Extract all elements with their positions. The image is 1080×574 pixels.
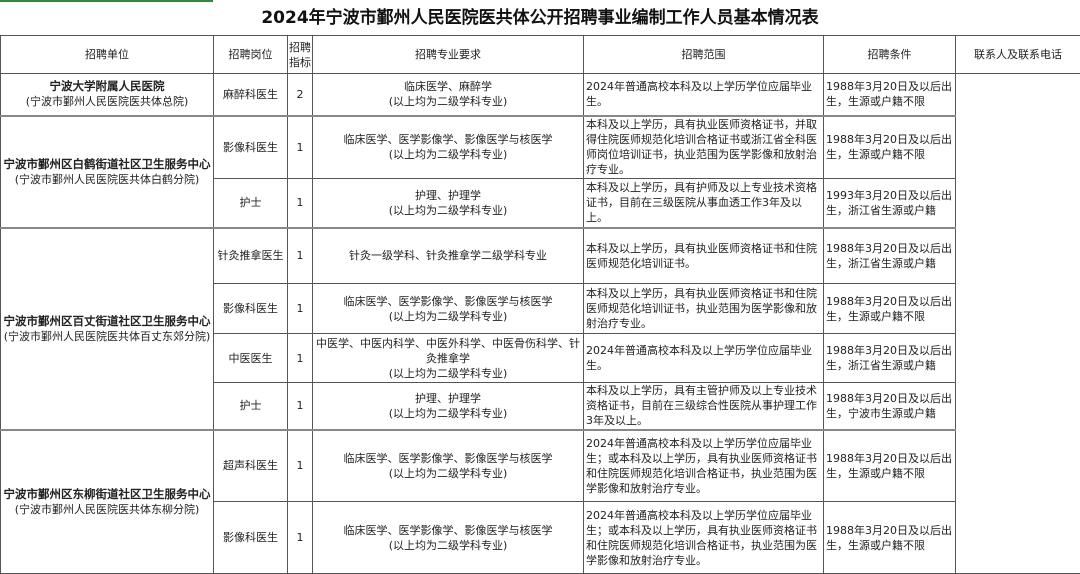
header-scope: 招聘范围 <box>584 36 824 74</box>
major-cell: 临床医学、医学影像学、影像医学与核医学(以上均为二级学科专业) <box>313 430 584 502</box>
major-cell: 护理、护理学(以上均为二级学科专业) <box>313 179 584 228</box>
scope-cell: 本科及以上学历，具有执业医师资格证书和住院医师规范化培训证书，执业范围为医学影像… <box>584 284 824 334</box>
major-cell: 临床医学、医学影像学、影像医学与核医学(以上均为二级学科专业) <box>313 284 584 334</box>
table-row: 宁波市鄞州区东柳街道社区卫生服务中心(宁波市鄞州人民医院医共体东柳分院)超声科医… <box>1 430 1080 502</box>
header-count: 招聘指标 <box>288 36 313 74</box>
unit-subtitle: (宁波市鄞州人民医院医共体百丈东郊分院) <box>4 330 211 343</box>
count-cell: 1 <box>288 502 313 574</box>
table-row: 宁波市鄞州区白鹤街道社区卫生服务中心(宁波市鄞州人民医院医共体白鹤分院)影像科医… <box>1 116 1080 179</box>
major-cell: 临床医学、麻醉学(以上均为二级学科专业) <box>313 74 584 116</box>
scope-cell: 本科及以上学历，具有主管护师及以上专业技术资格证书，目前在三级综合性医院从事护理… <box>584 383 824 430</box>
post-cell: 影像科医生 <box>214 284 288 334</box>
condition-cell: 1988年3月20日及以后出生，生源或户籍不限 <box>824 430 956 502</box>
condition-cell: 1988年3月20日及以后出生，生源或户籍不限 <box>824 74 956 116</box>
scope-cell: 2024年普通高校本科及以上学历学位应届毕业生；或本科及以上学历，具有执业医师资… <box>584 430 824 502</box>
count-cell: 1 <box>288 116 313 179</box>
scope-cell: 2024年普通高校本科及以上学历学位应届毕业生。 <box>584 334 824 383</box>
count-cell: 1 <box>288 334 313 383</box>
scope-cell: 本科及以上学历，具有执业医师资格证书和住院医师规范化培训证书。 <box>584 228 824 284</box>
post-cell: 麻醉科医生 <box>214 74 288 116</box>
condition-cell: 1988年3月20日及以后出生，浙江省生源或户籍 <box>824 228 956 284</box>
count-cell: 1 <box>288 228 313 284</box>
major-cell: 临床医学、医学影像学、影像医学与核医学(以上均为二级学科专业) <box>313 502 584 574</box>
unit-cell: 宁波市鄞州区百丈街道社区卫生服务中心(宁波市鄞州人民医院医共体百丈东郊分院) <box>1 228 214 430</box>
condition-cell: 1988年3月20日及以后出生，生源或户籍不限 <box>824 502 956 574</box>
header-condition: 招聘条件 <box>824 36 956 74</box>
post-cell: 中医医生 <box>214 334 288 383</box>
unit-subtitle: (宁波市鄞州人民医院医共体白鹤分院) <box>15 173 200 186</box>
major-cell: 护理、护理学(以上均为二级学科专业) <box>313 383 584 430</box>
header-unit: 招聘单位 <box>1 36 214 74</box>
scope-cell: 本科及以上学历，具有护师及以上专业技术资格证书，目前在三级医院从事血透工作3年及… <box>584 179 824 228</box>
header-major: 招聘专业要求 <box>313 36 584 74</box>
header-post: 招聘岗位 <box>214 36 288 74</box>
post-cell: 影像科医生 <box>214 116 288 179</box>
condition-cell: 1988年3月20日及以后出生，生源或户籍不限 <box>824 116 956 179</box>
unit-name: 宁波市鄞州区东柳街道社区卫生服务中心 <box>3 487 211 502</box>
recruitment-table: 招聘单位 招聘岗位 招聘指标 招聘专业要求 招聘范围 招聘条件 联系人及联系电话… <box>0 35 1080 574</box>
count-cell: 2 <box>288 74 313 116</box>
unit-cell: 宁波大学附属人民医院(宁波市鄞州人民医院医共体总院) <box>1 74 214 116</box>
unit-cell: 宁波市鄞州区白鹤街道社区卫生服务中心(宁波市鄞州人民医院医共体白鹤分院) <box>1 116 214 228</box>
unit-subtitle: (宁波市鄞州人民医院医共体东柳分院) <box>15 503 200 516</box>
contact-cell <box>956 74 1080 574</box>
count-cell: 1 <box>288 179 313 228</box>
unit-subtitle: (宁波市鄞州人民医院医共体总院) <box>26 95 189 108</box>
header-contact: 联系人及联系电话 <box>956 36 1080 74</box>
major-cell: 临床医学、医学影像学、影像医学与核医学(以上均为二级学科专业) <box>313 116 584 179</box>
condition-cell: 1988年3月20日及以后出生，生源或户籍不限 <box>824 284 956 334</box>
header-row: 招聘单位 招聘岗位 招聘指标 招聘专业要求 招聘范围 招聘条件 联系人及联系电话 <box>1 36 1080 74</box>
count-cell: 1 <box>288 284 313 334</box>
unit-name: 宁波市鄞州区百丈街道社区卫生服务中心 <box>3 314 211 329</box>
page-title: 2024年宁波市鄞州人民医院医共体公开招聘事业编制工作人员基本情况表 <box>0 0 1080 35</box>
scope-cell: 2024年普通高校本科及以上学历学位应届毕业生。 <box>584 74 824 116</box>
scope-cell: 本科及以上学历，具有执业医师资格证书，并取得住院医师规范化培训合格证书或浙江省全… <box>584 116 824 179</box>
condition-cell: 1988年3月20日及以后出生，浙江省生源或户籍 <box>824 334 956 383</box>
unit-name: 宁波市鄞州区白鹤街道社区卫生服务中心 <box>3 157 211 172</box>
condition-cell: 1993年3月20日及以后出生，浙江省生源或户籍 <box>824 179 956 228</box>
major-cell: 中医学、中医内科学、中医外科学、中医骨伤科学、针灸推拿学(以上均为二级学科专业) <box>313 334 584 383</box>
post-cell: 超声科医生 <box>214 430 288 502</box>
count-cell: 1 <box>288 383 313 430</box>
post-cell: 影像科医生 <box>214 502 288 574</box>
unit-cell: 宁波市鄞州区东柳街道社区卫生服务中心(宁波市鄞州人民医院医共体东柳分院) <box>1 430 214 574</box>
table-row: 宁波市鄞州区百丈街道社区卫生服务中心(宁波市鄞州人民医院医共体百丈东郊分院)针灸… <box>1 228 1080 284</box>
major-cell: 针灸一级学科、针灸推拿学二级学科专业 <box>313 228 584 284</box>
condition-cell: 1988年3月20日及以后出生，宁波市生源或户籍 <box>824 383 956 430</box>
scope-cell: 2024年普通高校本科及以上学历学位应届毕业生；或本科及以上学历，具有执业医师资… <box>584 502 824 574</box>
post-cell: 护士 <box>214 383 288 430</box>
count-cell: 1 <box>288 430 313 502</box>
unit-name: 宁波大学附属人民医院 <box>3 79 211 94</box>
post-cell: 护士 <box>214 179 288 228</box>
post-cell: 针灸推拿医生 <box>214 228 288 284</box>
